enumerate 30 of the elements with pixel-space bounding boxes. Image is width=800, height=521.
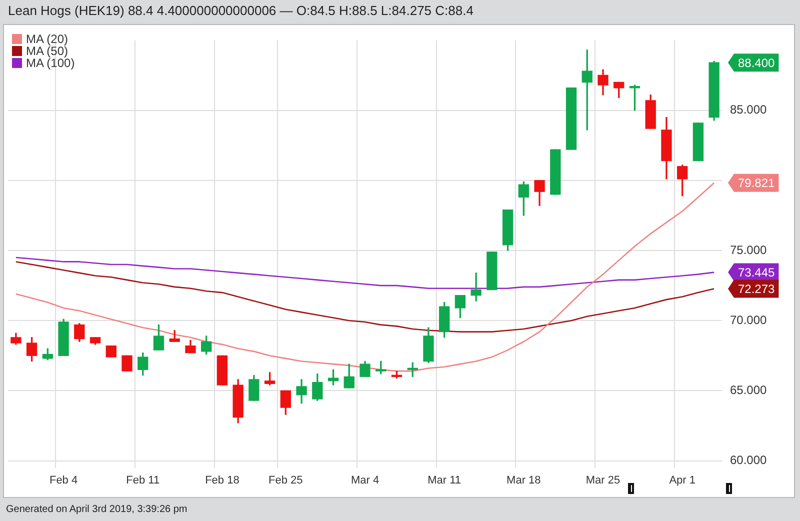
text: Generated on April 3rd 2019, 3:39:26 pm [6,504,188,515]
legend-label: MA (100) [26,56,75,70]
candlestick [550,149,561,195]
candlestick [122,355,132,372]
candlestick [216,355,228,386]
x-tick-label: Apr 1 [669,474,696,486]
chart-title: Lean Hogs (HEK19) 88.4 4.400000000000006 — O:84.5 H:88.5 L:84.275 C:88.4 [7,2,474,20]
x-tick-label: Mar 25 [586,474,620,486]
x-tick-label: Mar 11 [428,474,462,486]
text: 79.821 [738,176,776,190]
x-tick-label: Feb 25 [268,474,303,486]
y-tick-label: 60.000 [730,453,768,468]
legend-label: MA (20) [26,32,68,46]
y-tick-label: 75.000 [730,242,768,257]
candlestick [692,122,704,162]
y-tick-label: 85.000 [730,102,768,117]
x-tick-label: Feb 18 [205,474,240,486]
y-tick-label: 70.000 [730,312,768,327]
candlestick [106,346,116,358]
candlestick [486,252,498,290]
x-tick-label: Feb 4 [49,474,78,486]
text: 88.400 [738,56,776,70]
text: 72.273 [738,282,776,296]
text: 73.445 [738,266,776,280]
y-tick-label: 65.000 [730,383,768,398]
legend-label: MA (50) [26,44,68,58]
candlestick [566,88,577,150]
x-tick-label: Mar 18 [506,474,541,486]
x-tick-label: Feb 11 [126,474,160,486]
x-tick-label: Mar 4 [350,474,380,486]
